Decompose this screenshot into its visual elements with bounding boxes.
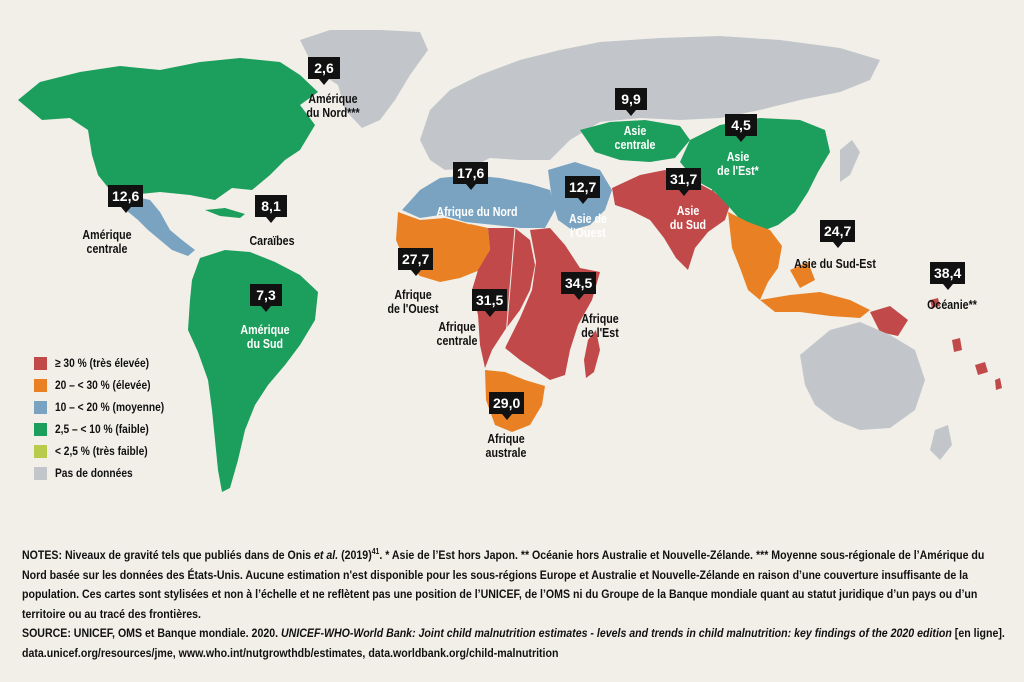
legend-swatch — [34, 422, 47, 436]
legend: ≥ 30 % (très élevée) 20 – < 30 % (élevée… — [34, 352, 183, 484]
region-asie-centrale — [580, 120, 690, 162]
label-afrique-centrale: Afrique centrale — [436, 319, 478, 348]
label-asie-du-sud: Asie du Sud — [669, 203, 707, 232]
legend-label: 20 – < 30 % (élevée) — [55, 378, 151, 392]
legend-label: 2,5 – < 10 % (faible) — [55, 422, 149, 436]
border-line — [504, 227, 516, 349]
legend-swatch — [34, 356, 47, 370]
legend-swatch — [34, 466, 47, 480]
notes-lead: NOTES: Niveaux de gravité tels que publi… — [22, 548, 315, 563]
region-amerique-du-sud — [188, 250, 318, 492]
badge-oceanie: 38,4 — [930, 262, 966, 290]
source-prefix: SOURCE: UNICEF, OMS et Banque mondiale. … — [22, 626, 282, 641]
label-asie-de-lest: Asie de l'Est* — [717, 149, 759, 178]
label-afrique-australe: Afrique australe — [485, 431, 527, 460]
legend-item: 10 – < 20 % (moyenne) — [34, 396, 183, 418]
badge-afrique-australe: 29,0 — [489, 392, 525, 420]
notes-italic: et al. — [314, 548, 339, 563]
label-oceanie: Océanie** — [927, 297, 977, 312]
legend-label: Pas de données — [55, 466, 133, 480]
world-map — [18, 30, 1002, 492]
badge-amerique-centrale: 12,6 — [108, 185, 144, 213]
label-asie-du-sud-est: Asie du Sud-Est — [794, 256, 876, 271]
badge-amerique-du-sud: 7,3 — [250, 284, 282, 312]
region-caraibes — [205, 208, 245, 218]
label-caraibes: Caraïbes — [249, 233, 295, 248]
label-afrique-de-lest: Afrique de l'Est — [581, 311, 619, 340]
legend-label: ≥ 30 % (très élevée) — [55, 356, 150, 370]
region-greenland — [300, 30, 428, 128]
region-asie-du-sud-est — [728, 212, 870, 318]
legend-swatch — [34, 400, 47, 414]
source-suffix: [en ligne]. data.unicef.org/resources/jm… — [22, 626, 1005, 660]
legend-item: ≥ 30 % (très élevée) — [34, 352, 183, 374]
label-amerique-du-sud: Amérique du Sud — [240, 322, 290, 351]
badge-afrique-de-lest: 34,5 — [561, 272, 597, 300]
region-europe-russie — [420, 36, 880, 170]
legend-swatch — [34, 378, 47, 392]
label-asie-de-louest: Asie de l'Ouest — [569, 211, 607, 240]
legend-item: Pas de données — [34, 462, 183, 484]
legend-item: 20 – < 30 % (élevée) — [34, 374, 183, 396]
region-madagascar — [584, 330, 600, 378]
badge-amerique-du-nord: 2,6 — [308, 57, 340, 85]
badge-caraibes: 8,1 — [255, 195, 287, 223]
border-line — [439, 214, 471, 225]
badge-asie-du-sud-est: 24,7 — [820, 220, 856, 248]
region-amerique-centrale — [112, 193, 195, 256]
label-amerique-du-nord: Amérique du Nord*** — [306, 91, 360, 120]
legend-item: 2,5 – < 10 % (faible) — [34, 418, 183, 440]
region-oceanie — [870, 298, 1002, 390]
badge-asie-de-louest: 12,7 — [565, 176, 601, 204]
badge-asie-de-lest: 4,5 — [725, 114, 757, 142]
badge-afrique-de-louest: 27,7 — [398, 248, 434, 276]
label-afrique-du-nord: Afrique du Nord — [436, 204, 518, 219]
legend-label: < 2,5 % (très faible) — [55, 444, 148, 458]
notes-block: NOTES: Niveaux de gravité tels que publi… — [22, 542, 1005, 663]
badge-afrique-centrale: 31,5 — [472, 289, 508, 317]
label-amerique-centrale: Amérique centrale — [82, 227, 132, 256]
source-text: SOURCE: UNICEF, OMS et Banque mondiale. … — [22, 624, 1005, 663]
badge-asie-du-sud: 31,7 — [666, 168, 702, 196]
region-australie — [800, 322, 952, 460]
label-asie-centrale: Asie centrale — [614, 123, 656, 152]
label-afrique-de-louest: Afrique de l'Ouest — [387, 287, 439, 316]
legend-label: 10 – < 20 % (moyenne) — [55, 400, 165, 414]
notes-year: (2019) — [338, 548, 372, 563]
badge-afrique-du-nord: 17,6 — [453, 162, 489, 190]
badge-asie-centrale: 9,9 — [615, 88, 647, 116]
notes-text: NOTES: Niveaux de gravité tels que publi… — [22, 542, 1005, 624]
region-asie-du-sud — [612, 170, 730, 270]
region-asie-de-lest — [680, 118, 830, 232]
legend-item: < 2,5 % (très faible) — [34, 440, 183, 462]
region-japon — [840, 140, 860, 182]
legend-swatch — [34, 444, 47, 458]
notes-body: . * Asie de l’Est hors Japon. ** Océanie… — [22, 548, 985, 621]
notes-superscript: 41 — [371, 547, 380, 556]
region-afrique-de-lest — [505, 228, 600, 380]
region-amerique-du-nord — [18, 58, 318, 200]
source-title: UNICEF-WHO-World Bank: Joint child malnu… — [281, 626, 952, 641]
